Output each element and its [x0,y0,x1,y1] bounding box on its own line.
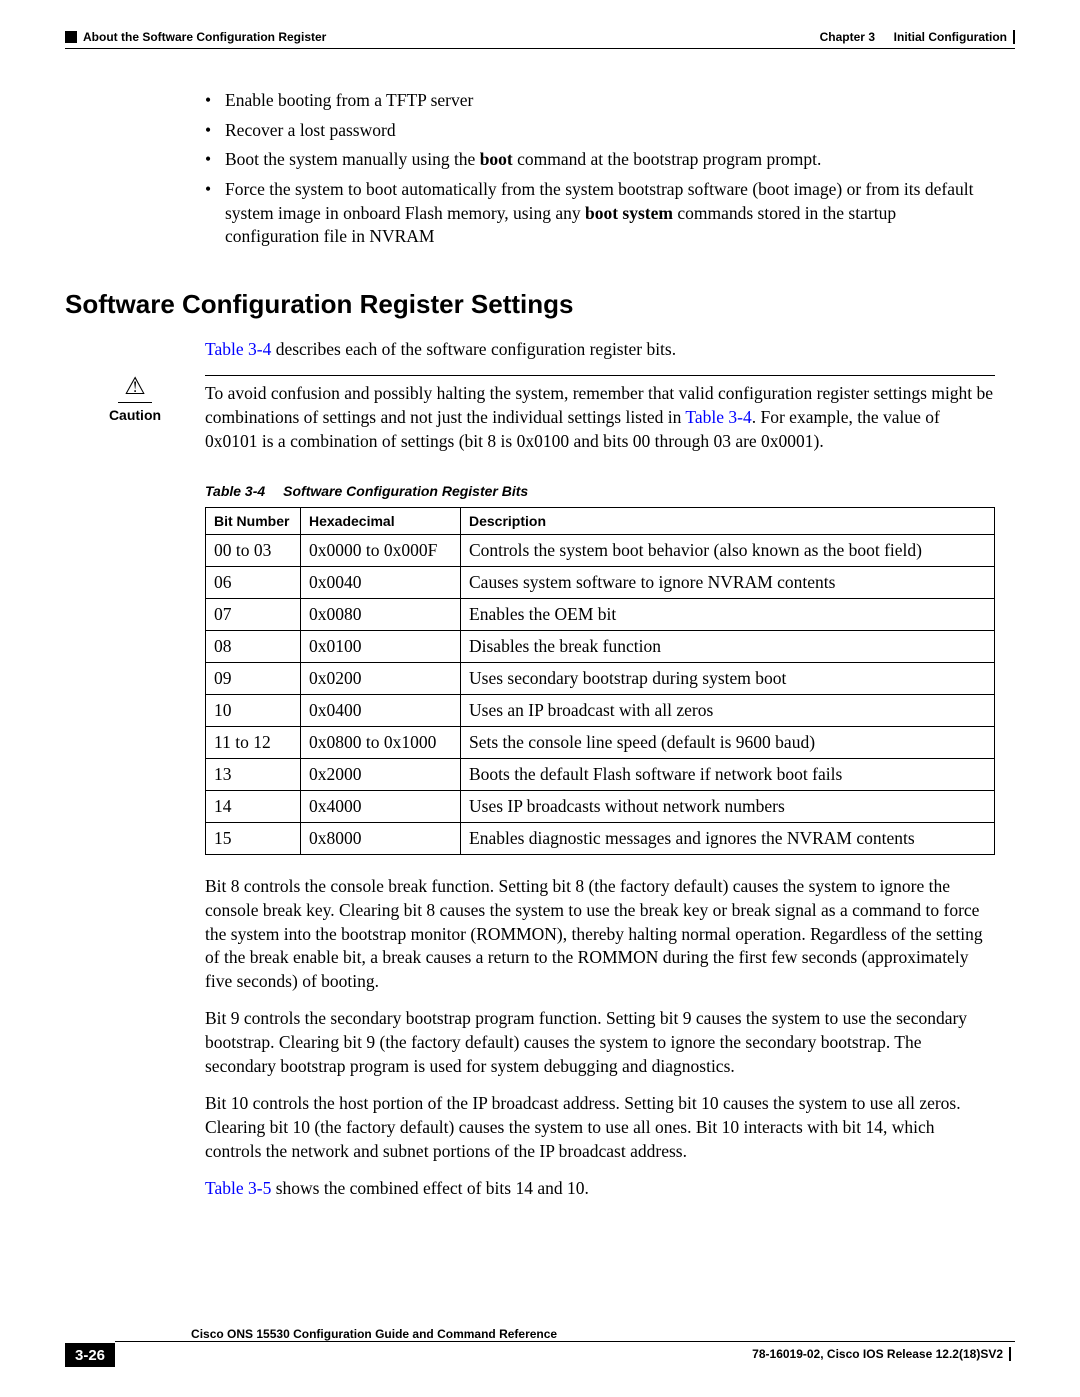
cell-desc: Uses an IP broadcast with all zeros [461,695,995,727]
cell-bit: 13 [206,759,301,791]
caution-rule [205,375,995,376]
cell-desc: Causes system software to ignore NVRAM c… [461,567,995,599]
table-ref-link[interactable]: Table 3-5 [205,1178,271,1198]
bullet-item: Enable booting from a TFTP server [205,89,985,113]
table-header-hex: Hexadecimal [301,508,461,535]
bullet-text: Boot the system manually using the [225,149,480,169]
table-row: 090x0200Uses secondary bootstrap during … [206,663,995,695]
cell-desc: Controls the system boot behavior (also … [461,535,995,567]
header-section-title: About the Software Configuration Registe… [83,30,326,44]
cell-hex: 0x0400 [301,695,461,727]
cell-hex: 0x0100 [301,631,461,663]
section-heading: Software Configuration Register Settings [65,289,1015,320]
table-row: 140x4000Uses IP broadcasts without netwo… [206,791,995,823]
table-header-desc: Description [461,508,995,535]
cell-desc: Disables the break function [461,631,995,663]
table-caption: Table 3-4 Software Configuration Register… [205,483,1015,499]
table-row: 130x2000Boots the default Flash software… [206,759,995,791]
table-row: 080x0100Disables the break function [206,631,995,663]
bullet-text: Enable booting from a TFTP server [225,90,473,110]
cell-desc: Enables diagnostic messages and ignores … [461,823,995,855]
cell-bit: 14 [206,791,301,823]
bullet-item: Recover a lost password [205,119,985,143]
cell-bit: 11 to 12 [206,727,301,759]
footer-release-text: 78-16019-02, Cisco IOS Release 12.2(18)S… [752,1347,1003,1361]
table-row: 00 to 030x0000 to 0x000FControls the sys… [206,535,995,567]
bullet-text: Recover a lost password [225,120,396,140]
page-footer: 3-26 Cisco ONS 15530 Configuration Guide… [65,1343,1015,1367]
table-header-row: Bit Number Hexadecimal Description [206,508,995,535]
cell-hex: 0x4000 [301,791,461,823]
table-caption-number: Table 3-4 [205,483,265,499]
caution-label: Caution [65,407,205,423]
cell-bit: 07 [206,599,301,631]
caution-block: ⚠ Caution To avoid confusion and possibl… [65,375,995,453]
body-paragraph: Bit 10 controls the host portion of the … [205,1092,995,1163]
bullet-text: command at the bootstrap program prompt. [513,149,822,169]
cell-hex: 0x0800 to 0x1000 [301,727,461,759]
table-ref-link[interactable]: Table 3-4 [205,339,271,359]
footer-doc-title: Cisco ONS 15530 Configuration Guide and … [191,1327,557,1341]
intro-text: describes each of the software configura… [271,339,676,359]
cell-bit: 00 to 03 [206,535,301,567]
table-row: 100x0400Uses an IP broadcast with all ze… [206,695,995,727]
footer-rule [115,1341,1015,1342]
table-row: 11 to 120x0800 to 0x1000Sets the console… [206,727,995,759]
header-marker-left [65,31,77,43]
cell-desc: Uses secondary bootstrap during system b… [461,663,995,695]
cell-desc: Boots the default Flash software if netw… [461,759,995,791]
page-header: About the Software Configuration Registe… [65,30,1015,44]
cell-hex: 0x0040 [301,567,461,599]
table-header-bit: Bit Number [206,508,301,535]
table-row: 070x0080Enables the OEM bit [206,599,995,631]
body-paragraph: Bit 8 controls the console break functio… [205,875,995,993]
cell-bit: 15 [206,823,301,855]
bullet-list: Enable booting from a TFTP server Recove… [205,89,985,249]
cell-bit: 06 [206,567,301,599]
bullet-item: Boot the system manually using the boot … [205,148,985,172]
header-chapter-title: Initial Configuration [894,30,1007,44]
paragraph-text: shows the combined effect of bits 14 and… [271,1178,589,1198]
cell-hex: 0x2000 [301,759,461,791]
bullet-bold: boot system [585,203,673,223]
table-row: 060x0040Causes system software to ignore… [206,567,995,599]
footer-release: 78-16019-02, Cisco IOS Release 12.2(18)S… [752,1347,1011,1361]
body-paragraph: Bit 9 controls the secondary bootstrap p… [205,1007,995,1078]
table-caption-title: Software Configuration Register Bits [283,483,528,499]
header-rule [65,48,1015,49]
intro-paragraph: Table 3-4 describes each of the software… [205,338,995,362]
caution-text: To avoid confusion and possibly halting … [205,382,995,453]
table-row: 150x8000Enables diagnostic messages and … [206,823,995,855]
caution-icon: ⚠ [118,375,152,403]
cell-hex: 0x0200 [301,663,461,695]
header-chapter: Chapter 3 [820,30,875,44]
header-marker-right [1013,30,1015,44]
cell-bit: 10 [206,695,301,727]
cell-bit: 08 [206,631,301,663]
cell-bit: 09 [206,663,301,695]
cell-hex: 0x8000 [301,823,461,855]
cell-hex: 0x0080 [301,599,461,631]
cell-desc: Enables the OEM bit [461,599,995,631]
bullet-bold: boot [480,149,513,169]
body-paragraph: Table 3-5 shows the combined effect of b… [205,1177,995,1201]
footer-marker [1009,1347,1011,1361]
cell-hex: 0x0000 to 0x000F [301,535,461,567]
cell-desc: Sets the console line speed (default is … [461,727,995,759]
register-bits-table: Bit Number Hexadecimal Description 00 to… [205,507,995,855]
footer-page-number: 3-26 [65,1343,115,1367]
table-ref-link[interactable]: Table 3-4 [685,407,751,427]
bullet-item: Force the system to boot automatically f… [205,178,985,249]
cell-desc: Uses IP broadcasts without network numbe… [461,791,995,823]
